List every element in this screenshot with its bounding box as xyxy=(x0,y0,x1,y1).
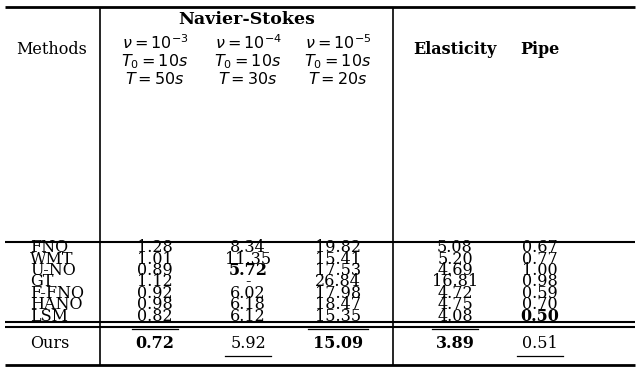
Text: $\nu = 10^{-3}$: $\nu = 10^{-3}$ xyxy=(122,35,188,53)
Text: HANO: HANO xyxy=(30,296,83,313)
Text: 19.82: 19.82 xyxy=(315,239,361,256)
Text: 5.20: 5.20 xyxy=(437,250,473,268)
Text: FNO: FNO xyxy=(30,239,68,256)
Text: 6.18: 6.18 xyxy=(230,296,266,313)
Text: 0.70: 0.70 xyxy=(522,296,558,313)
Text: 0.67: 0.67 xyxy=(522,239,558,256)
Text: LSM: LSM xyxy=(30,308,68,325)
Text: -: - xyxy=(245,273,251,290)
Text: 17.98: 17.98 xyxy=(315,285,361,302)
Text: 1.28: 1.28 xyxy=(137,239,173,256)
Text: 16.81: 16.81 xyxy=(432,273,478,290)
Text: 17.53: 17.53 xyxy=(315,262,361,279)
Text: Elasticity: Elasticity xyxy=(413,41,497,58)
Text: $T = 30s$: $T = 30s$ xyxy=(218,71,278,88)
Text: 4.69: 4.69 xyxy=(437,262,473,279)
Text: Ours: Ours xyxy=(30,335,69,352)
Text: 0.82: 0.82 xyxy=(137,308,173,325)
Text: 15.09: 15.09 xyxy=(313,335,363,352)
Text: $T_0 = 10s$: $T_0 = 10s$ xyxy=(214,53,282,71)
Text: 0.72: 0.72 xyxy=(136,335,175,352)
Text: 8.34: 8.34 xyxy=(230,239,266,256)
Text: U-NO: U-NO xyxy=(30,262,76,279)
Text: 0.98: 0.98 xyxy=(522,273,558,290)
Text: Navier-Stokes: Navier-Stokes xyxy=(178,11,315,28)
Text: 0.89: 0.89 xyxy=(137,262,173,279)
Text: 4.75: 4.75 xyxy=(437,296,473,313)
Text: 3.89: 3.89 xyxy=(436,335,474,352)
Text: 0.50: 0.50 xyxy=(520,308,559,325)
Text: 5.08: 5.08 xyxy=(437,239,473,256)
Text: 0.98: 0.98 xyxy=(137,296,173,313)
Text: 1.01: 1.01 xyxy=(137,250,173,268)
Text: Methods: Methods xyxy=(17,41,88,58)
Text: WMT: WMT xyxy=(30,250,74,268)
Text: $T = 50s$: $T = 50s$ xyxy=(125,71,185,88)
Text: Pipe: Pipe xyxy=(520,41,559,58)
Text: 0.59: 0.59 xyxy=(522,285,558,302)
Text: 11.35: 11.35 xyxy=(225,250,271,268)
Text: 18.47: 18.47 xyxy=(315,296,361,313)
Text: $\nu = 10^{-5}$: $\nu = 10^{-5}$ xyxy=(305,35,371,53)
Text: 4.08: 4.08 xyxy=(437,308,473,325)
Text: 1.00: 1.00 xyxy=(522,262,558,279)
Text: 26.84: 26.84 xyxy=(315,273,361,290)
Text: 5.92: 5.92 xyxy=(230,335,266,352)
Text: 0.92: 0.92 xyxy=(137,285,173,302)
Text: 4.72: 4.72 xyxy=(437,285,473,302)
Text: $\nu = 10^{-4}$: $\nu = 10^{-4}$ xyxy=(214,35,282,53)
Text: 1.12: 1.12 xyxy=(137,273,173,290)
Text: 15.35: 15.35 xyxy=(315,308,361,325)
Text: GT: GT xyxy=(30,273,53,290)
Text: 0.51: 0.51 xyxy=(522,335,558,352)
Text: $T_0 = 10s$: $T_0 = 10s$ xyxy=(305,53,372,71)
Text: 15.41: 15.41 xyxy=(315,250,361,268)
Text: 6.12: 6.12 xyxy=(230,308,266,325)
Text: $T_0 = 10s$: $T_0 = 10s$ xyxy=(122,53,189,71)
Text: 6.02: 6.02 xyxy=(230,285,266,302)
Text: $T = 20s$: $T = 20s$ xyxy=(308,71,368,88)
Text: F-FNO: F-FNO xyxy=(30,285,84,302)
Text: 0.77: 0.77 xyxy=(522,250,558,268)
Text: 5.72: 5.72 xyxy=(228,262,268,279)
